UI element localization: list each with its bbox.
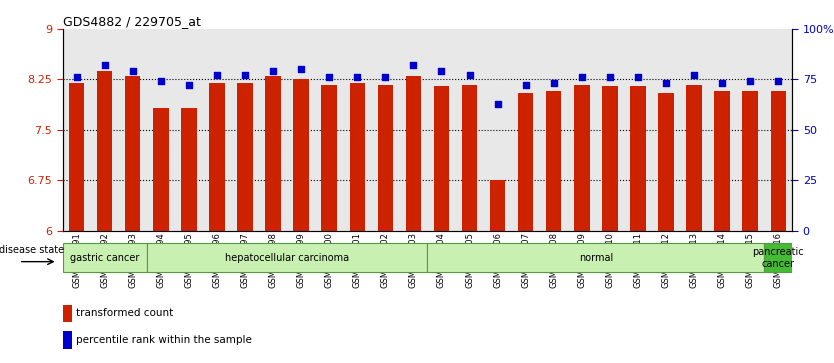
Bar <box>209 83 224 231</box>
Point <box>294 66 308 72</box>
Point <box>687 73 701 78</box>
Point <box>323 74 336 80</box>
Bar <box>378 85 393 231</box>
Bar <box>203 29 231 231</box>
Bar <box>63 29 91 231</box>
Bar <box>175 29 203 231</box>
Bar <box>546 91 561 231</box>
Text: percentile rank within the sample: percentile rank within the sample <box>76 335 252 345</box>
Bar <box>294 79 309 231</box>
Point <box>716 81 729 86</box>
Point <box>491 101 505 106</box>
Bar <box>69 83 84 231</box>
FancyBboxPatch shape <box>764 243 792 272</box>
Bar <box>490 180 505 231</box>
Bar <box>315 29 344 231</box>
Bar <box>321 85 337 231</box>
Bar <box>63 305 72 322</box>
Bar <box>399 29 427 231</box>
Bar <box>455 29 484 231</box>
Bar <box>742 91 758 231</box>
Bar <box>708 29 736 231</box>
Bar <box>405 76 421 231</box>
Point <box>519 82 532 88</box>
Point <box>575 74 589 80</box>
Point <box>350 74 364 80</box>
Point <box>182 82 195 88</box>
Bar <box>595 29 624 231</box>
Point <box>463 73 476 78</box>
Bar <box>568 29 595 231</box>
Bar <box>511 29 540 231</box>
Bar <box>686 85 701 231</box>
Bar <box>287 29 315 231</box>
Bar <box>631 86 646 231</box>
Bar <box>680 29 708 231</box>
Point <box>603 74 616 80</box>
Bar <box>658 93 674 231</box>
Point <box>154 78 168 84</box>
Point <box>547 81 560 86</box>
Bar <box>125 76 140 231</box>
Point <box>435 69 448 74</box>
Bar <box>181 107 197 231</box>
Point <box>70 74 83 80</box>
Point <box>239 73 252 78</box>
FancyBboxPatch shape <box>63 243 147 272</box>
Text: transformed count: transformed count <box>76 308 173 318</box>
Point <box>98 62 111 68</box>
Bar <box>434 86 450 231</box>
Bar <box>624 29 652 231</box>
Bar <box>118 29 147 231</box>
Point <box>631 74 645 80</box>
Bar <box>63 331 72 349</box>
Bar <box>462 85 477 231</box>
Bar <box>91 29 118 231</box>
Bar <box>371 29 399 231</box>
Bar <box>715 91 730 231</box>
Point <box>771 78 785 84</box>
Point <box>266 69 279 74</box>
Bar <box>518 93 534 231</box>
Text: normal: normal <box>579 253 613 263</box>
Bar <box>540 29 568 231</box>
Text: disease state: disease state <box>0 245 64 254</box>
Text: GDS4882 / 229705_at: GDS4882 / 229705_at <box>63 15 200 28</box>
Bar <box>147 29 175 231</box>
Bar <box>602 86 618 231</box>
Bar <box>484 29 511 231</box>
Bar <box>349 83 365 231</box>
Point <box>126 69 139 74</box>
Bar <box>427 29 455 231</box>
Bar <box>764 29 792 231</box>
Bar <box>265 76 281 231</box>
Bar <box>153 108 168 231</box>
Point <box>660 81 673 86</box>
Bar <box>736 29 764 231</box>
Point <box>379 74 392 80</box>
Bar <box>97 72 113 231</box>
FancyBboxPatch shape <box>428 243 764 272</box>
Bar <box>344 29 371 231</box>
Text: hepatocellular carcinoma: hepatocellular carcinoma <box>225 253 349 263</box>
Point <box>744 78 757 84</box>
Bar <box>652 29 680 231</box>
Bar <box>231 29 259 231</box>
Text: gastric cancer: gastric cancer <box>70 253 139 263</box>
Bar <box>259 29 287 231</box>
Text: pancreatic
cancer: pancreatic cancer <box>752 247 804 269</box>
Bar <box>237 83 253 231</box>
Bar <box>574 85 590 231</box>
Bar <box>771 91 786 231</box>
Point <box>407 62 420 68</box>
FancyBboxPatch shape <box>147 243 428 272</box>
Point <box>210 73 224 78</box>
